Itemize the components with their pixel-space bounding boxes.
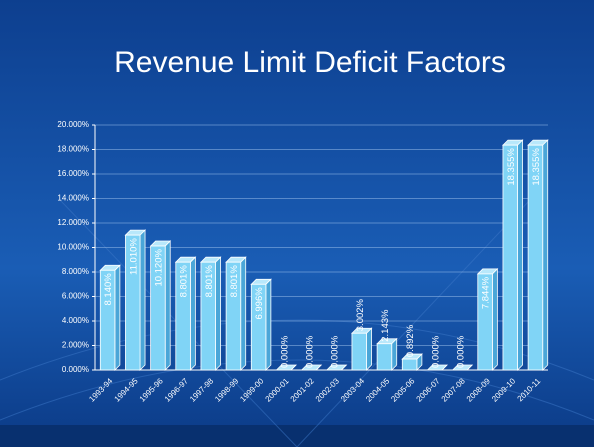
data-label: 0.000% (455, 335, 466, 368)
bar-side (391, 337, 398, 371)
bar (125, 234, 141, 371)
bar-side (215, 256, 221, 371)
bar (351, 332, 367, 371)
y-tick-label: 10.000% (57, 243, 89, 252)
bar-side (441, 364, 448, 371)
bar (502, 144, 518, 371)
bar-side (265, 278, 272, 371)
y-tick-label: 0.000% (62, 365, 89, 374)
bar-side (466, 364, 473, 371)
y-tick-label: 8.000% (62, 267, 89, 276)
footer-band (0, 425, 594, 447)
y-tick-label: 2.000% (62, 341, 89, 350)
bar-side (315, 364, 322, 371)
data-label: 8.801% (179, 265, 190, 298)
y-tick-label: 4.000% (62, 316, 89, 325)
data-label: 3.002% (355, 298, 366, 331)
y-tick-label: 12.000% (57, 218, 89, 227)
bar (175, 261, 191, 371)
y-tick-label: 14.000% (57, 194, 89, 203)
bar-side (189, 256, 196, 371)
data-label: 8.140% (103, 273, 114, 306)
bar (225, 261, 242, 371)
data-label: 18.355% (506, 148, 517, 186)
bar-side (114, 264, 121, 371)
bar-side (491, 267, 498, 371)
data-label: 0.892% (405, 324, 416, 357)
y-tick-label: 18.000% (57, 145, 89, 154)
data-label: 2.143% (380, 309, 391, 342)
data-label: 8.801% (204, 265, 215, 298)
bar-side (341, 364, 347, 371)
bar-side (517, 139, 523, 371)
data-label: 8.801% (229, 265, 240, 298)
y-tick-label: 6.000% (62, 292, 89, 301)
data-label: 18.355% (531, 148, 542, 186)
bar (200, 261, 216, 371)
bar (250, 283, 267, 371)
data-label: 0.000% (330, 335, 341, 368)
bar-side (240, 256, 247, 371)
bar-side (139, 229, 146, 371)
data-label: 0.000% (430, 335, 441, 368)
bar-side (366, 327, 372, 371)
bar (401, 358, 418, 371)
data-label: 0.000% (279, 335, 290, 368)
y-tick-label: 16.000% (57, 169, 89, 178)
data-label: 10.120% (153, 248, 164, 286)
data-label: 0.000% (304, 335, 315, 368)
y-tick-label: 20.000% (57, 120, 89, 129)
bar (99, 269, 116, 371)
bar-side (164, 240, 171, 371)
bar (477, 273, 493, 371)
data-label: 6.996% (254, 287, 265, 320)
bar (527, 144, 544, 371)
data-label: 11.010% (128, 238, 139, 275)
data-label: 7.844% (481, 276, 492, 309)
bar-side (290, 364, 297, 371)
chart-title: Revenue Limit Deficit Factors (114, 46, 506, 79)
bar (376, 343, 393, 371)
bar (150, 245, 166, 371)
bar-side (542, 139, 549, 371)
